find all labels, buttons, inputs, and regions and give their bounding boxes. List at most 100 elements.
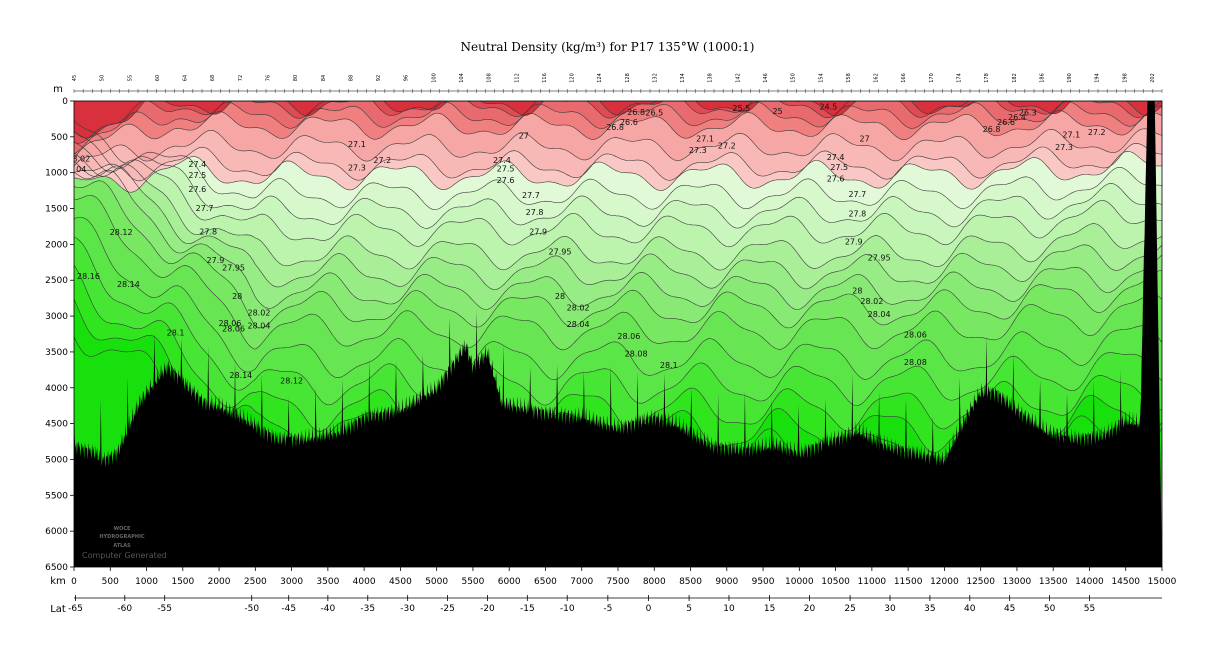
contour-label: 27 [860, 134, 870, 143]
distance-tick-label: 11000 [858, 577, 887, 587]
depth-tick-label: 5500 [45, 491, 68, 501]
station-number-label: 80 [293, 75, 299, 81]
contour-label: 28.02 [248, 308, 271, 317]
depth-tick-label: 0 [62, 97, 68, 107]
contour-label: 27.7 [848, 190, 866, 199]
contour-label: 28.08 [904, 358, 927, 367]
isopycnal-28 [74, 161, 1162, 290]
contour-label: 28.04 [248, 321, 271, 330]
contour-label: 04 [76, 165, 86, 174]
computer-generated-note: Computer Generated [82, 551, 167, 560]
latitude-tick-label: -50 [244, 604, 259, 614]
station-number-label: 55 [127, 75, 133, 81]
contour-label: 28.06 [222, 324, 245, 333]
contour-label: 27.8 [526, 208, 544, 217]
distance-tick-label: 10000 [785, 577, 814, 587]
distance-tick-label: 7000 [570, 577, 593, 587]
contour-label: 28.02 [567, 303, 590, 312]
distance-tick-label: 11500 [894, 577, 923, 587]
distance-tick-label: 15000 [1148, 577, 1177, 587]
distance-tick-label: 1500 [171, 577, 194, 587]
distance-tick-label: 14000 [1075, 577, 1104, 587]
contour-label: 28.12 [280, 377, 303, 386]
station-number-label: 142 [735, 73, 741, 83]
station-number-label: 182 [1012, 73, 1018, 83]
contour-label: 27.95 [549, 248, 572, 257]
isopycnal-27.95 [74, 152, 1162, 271]
depth-tick-label: 1000 [45, 169, 68, 179]
latitude-tick-label: -5 [603, 604, 612, 614]
isopycnal-27.5 [74, 142, 1162, 182]
contour-label: 27.3 [689, 146, 707, 155]
contour-label: 27.2 [718, 141, 736, 150]
depth-tick-label: 2000 [45, 240, 68, 250]
contour-label: 27.1 [1062, 131, 1080, 140]
contour-label: 27.5 [830, 163, 848, 172]
contour-label: 27.8 [199, 227, 217, 236]
contour-label: 27.1 [696, 134, 714, 143]
latitude-tick-label: -15 [520, 604, 535, 614]
isopycnal-28.02 [74, 169, 1162, 310]
station-number-label: 158 [846, 73, 852, 83]
distance-tick-label: 2500 [244, 577, 267, 587]
latitude-tick-label: 40 [964, 604, 976, 614]
contour-label: 26.3 [1019, 108, 1037, 117]
station-number-label: 162 [874, 73, 880, 83]
station-number-label: 96 [404, 75, 410, 81]
contour-label: 25.5 [732, 104, 750, 113]
contour-label: 27.7 [196, 204, 214, 213]
contour-label: 28.14 [117, 280, 140, 289]
contour-label: 27.4 [827, 153, 845, 162]
contour-label: 26.5 [645, 108, 663, 117]
distance-tick-label: 4000 [353, 577, 376, 587]
contour-label: 28 [555, 292, 565, 301]
logo-line-atlas: ATLAS [113, 543, 131, 549]
isopycnal-lines [74, 101, 1162, 476]
latitude-tick-label: -35 [360, 604, 375, 614]
distance-tick-label: 13000 [1003, 577, 1032, 587]
latitude-tick-label: -65 [68, 604, 83, 614]
contour-label: 27.4 [493, 156, 511, 165]
station-number-label: 186 [1039, 73, 1045, 83]
station-number-label: 104 [459, 73, 465, 83]
station-axis: 45 50 55 60 64 68 72 76 80 84 88 92 96 100 104 108 112 11… [72, 73, 1163, 93]
contour-label: 26.6 [620, 118, 638, 127]
distance-tick-label: 3500 [316, 577, 339, 587]
contour-label: 27.2 [1088, 128, 1106, 137]
isopycnal-27 [74, 110, 1162, 159]
latitude-tick-label: 55 [1084, 604, 1095, 614]
station-number-label: 202 [1150, 73, 1156, 83]
contour-label: 28.12 [110, 228, 133, 237]
contour-label: 28.02 [860, 297, 883, 306]
station-number-label: 166 [901, 73, 907, 83]
latitude-tick-label: 35 [924, 604, 935, 614]
station-number-label: 72 [238, 75, 244, 81]
contour-label: 28.04 [567, 320, 590, 329]
station-number-label: 124 [597, 73, 603, 83]
station-number-label: 45 [72, 75, 78, 81]
contour-label: 28.1 [167, 329, 185, 338]
station-number-label: 50 [100, 75, 106, 81]
isopycnal-27.9 [74, 141, 1162, 248]
distance-tick-label: 14500 [1111, 577, 1140, 587]
distance-tick-label: 8000 [643, 577, 666, 587]
station-number-label: 178 [984, 73, 990, 83]
distance-tick-label: 13500 [1039, 577, 1068, 587]
depth-tick-label: 1500 [45, 205, 68, 215]
depth-axis: 0 500 1000 1500 2000 2500 3000 3500 4000 4500 5000… [45, 97, 74, 573]
station-number-label: 92 [376, 75, 382, 81]
contour-label: 27.3 [1055, 143, 1073, 152]
station-number-label: 174 [957, 73, 963, 83]
latitude-tick-label: 45 [1004, 604, 1015, 614]
contour-label: 27.9 [845, 238, 863, 247]
distance-tick-label: 3000 [280, 577, 303, 587]
contour-label: 27.9 [207, 256, 225, 265]
contour-label: 8.02 [72, 154, 90, 163]
contour-label: 28.04 [868, 310, 891, 319]
latitude-tick-label: 50 [1044, 604, 1056, 614]
distance-tick-label: 2000 [208, 577, 231, 587]
contour-label: 26.4 [1008, 113, 1026, 122]
latitude-tick-label: -25 [440, 604, 455, 614]
contour-label: 26.8 [606, 123, 624, 132]
latitude-tick-label: -45 [281, 604, 296, 614]
